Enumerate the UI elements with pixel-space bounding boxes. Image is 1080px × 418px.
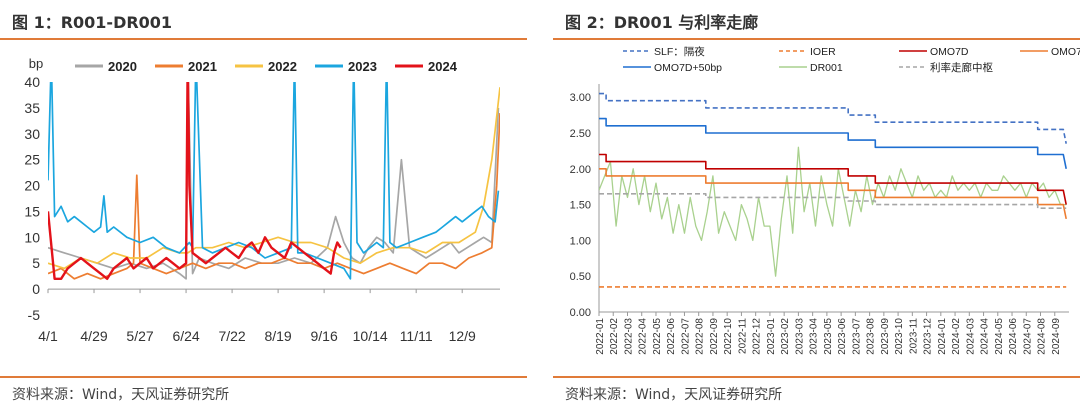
legend-label: OMO7D <box>930 46 969 58</box>
legend-label: 2023 <box>348 59 377 74</box>
x-tick-label: 9/16 <box>311 328 338 344</box>
y-tick-label: 0 <box>32 281 40 297</box>
x-tick-label: 2022-06 <box>666 318 677 355</box>
legend-label: 2022 <box>268 59 297 74</box>
x-tick-label: 2023-10 <box>894 318 905 355</box>
series-line-SLF：隔夜 <box>599 92 1067 144</box>
series-line-2022 <box>48 87 500 270</box>
title-divider <box>0 38 527 40</box>
series-line-OMO7D+50bp <box>599 117 1067 169</box>
chart-panel-r001-dr001: 图 1：R001-DR001 bp -5 0 5 10 15 20 25 30 35 40 4/1 4/… <box>0 0 527 418</box>
legend-label: DR001 <box>810 62 843 74</box>
series-line-利率走廊中枢 <box>599 193 1067 209</box>
source-divider <box>553 376 1080 378</box>
series-line-2021 <box>48 113 500 280</box>
x-tick-label: 2023-08 <box>866 318 877 355</box>
x-tick-label: 2023-11 <box>908 318 919 354</box>
x-tick-label: 2022-03 <box>623 318 634 355</box>
x-tick-label: 2022-07 <box>680 318 691 355</box>
y-tick-label: 35 <box>24 100 40 116</box>
series-line-2024 <box>48 82 342 281</box>
x-tick-label: 11/11 <box>400 328 433 344</box>
x-tick-label: 12/9 <box>449 328 476 344</box>
y-axis-unit-label: bp <box>29 56 43 71</box>
series-group <box>48 82 500 281</box>
y-tick-label: 0.00 <box>570 307 591 319</box>
x-tick-label: 2024-05 <box>994 318 1005 355</box>
y-tick-label: -5 <box>28 307 41 323</box>
x-tick-label: 2023-09 <box>880 318 891 355</box>
series-line-OMO7D <box>599 153 1067 205</box>
x-tick-label: 4/1 <box>38 328 58 344</box>
x-tick-label: 2024-08 <box>1037 318 1048 355</box>
y-tick-label: 40 <box>24 74 40 90</box>
x-tick-label: 2022-12 <box>752 318 763 355</box>
y-tick-label: 20 <box>24 178 40 194</box>
x-tick-label: 2022-08 <box>695 318 706 355</box>
x-tick-label: 2022-11 <box>737 318 748 354</box>
x-tick-label: 8/19 <box>264 328 291 344</box>
y-tick-label: 10 <box>24 229 40 245</box>
series-group <box>599 92 1067 288</box>
x-tick-label: 10/14 <box>353 328 388 344</box>
x-tick-label: 2022-09 <box>709 318 720 355</box>
y-tick-label: 1.00 <box>570 235 591 247</box>
x-tick-label: 4/29 <box>80 328 107 344</box>
y-tick-label: 30 <box>24 126 40 142</box>
series-line-2020 <box>48 82 500 280</box>
x-tick-label: 2024-07 <box>1022 318 1033 355</box>
x-tick-label: 2023-03 <box>794 318 805 355</box>
y-tick-label: 2.50 <box>570 128 591 140</box>
x-tick-label: 5/27 <box>126 328 153 344</box>
x-tick-label: 2023-06 <box>837 318 848 355</box>
y-tick-label: 1.50 <box>570 200 591 212</box>
x-tick-label: 2023-12 <box>923 318 934 355</box>
x-tick-label: 2024-06 <box>1008 318 1019 355</box>
y-tick-label: 25 <box>24 152 40 168</box>
source-note: 资料来源：Wind，天风证券研究所 <box>12 387 230 403</box>
title-divider <box>553 38 1080 40</box>
legend-label: 2020 <box>108 59 137 74</box>
x-tick-label: 2022-05 <box>652 318 663 355</box>
y-tick-label: 0.50 <box>570 271 591 283</box>
x-tick-label: 2024-03 <box>965 318 976 355</box>
x-tick-label: 2024-01 <box>937 318 948 355</box>
chart-title: 图 1：R001-DR001 <box>12 13 173 32</box>
chart-title: 图 2：DR001 与利率走廊 <box>565 13 759 32</box>
x-tick-label: 2024-02 <box>951 318 962 355</box>
x-tick-label: 2022-10 <box>723 318 734 355</box>
x-tick-label: 2023-02 <box>780 318 791 355</box>
legend-label: IOER <box>810 46 836 58</box>
source-divider <box>0 376 527 378</box>
chart-panel-dr001-corridor: 图 2：DR001 与利率走廊 0.00 0.50 1.00 1.50 2.00 2.50… <box>553 0 1080 418</box>
x-tick-label: 2023-04 <box>809 318 820 355</box>
legend-label: 利率走廊中枢 <box>930 61 993 74</box>
x-tick-label: 2024-04 <box>980 318 991 355</box>
x-tick-label: 2023-07 <box>851 318 862 355</box>
x-tick-label: 2022-01 <box>595 318 606 355</box>
legend-label: OMO7D+50bp <box>654 62 722 74</box>
legend-label: 2021 <box>188 59 217 74</box>
y-tick-label: 5 <box>32 255 40 271</box>
legend-label: OMO7D−20bp <box>1051 46 1080 58</box>
r001-dr001-line-chart: bp -5 0 5 10 15 20 25 30 35 40 4/1 4/29 5/27 6/24 7/22 8… <box>24 56 500 344</box>
x-tick-label: 6/24 <box>172 328 199 344</box>
x-tick-label: 2022-02 <box>609 318 620 355</box>
x-tick-label: 2024-09 <box>1051 318 1062 355</box>
x-tick-label: 2022-04 <box>638 318 649 355</box>
legend-label: 2024 <box>428 59 458 74</box>
x-tick-label: 7/22 <box>218 328 245 344</box>
legend-label: SLF：隔夜 <box>654 45 705 58</box>
series-line-DR001 <box>599 146 1067 277</box>
series-line-2023 <box>48 82 500 280</box>
y-tick-label: 3.00 <box>570 92 591 104</box>
x-tick-label: 2023-01 <box>766 318 777 355</box>
source-note: 资料来源：Wind，天风证券研究所 <box>565 387 783 403</box>
y-tick-label: 15 <box>24 203 40 219</box>
x-tick-label: 2023-05 <box>823 318 834 355</box>
y-tick-label: 2.00 <box>570 164 591 176</box>
